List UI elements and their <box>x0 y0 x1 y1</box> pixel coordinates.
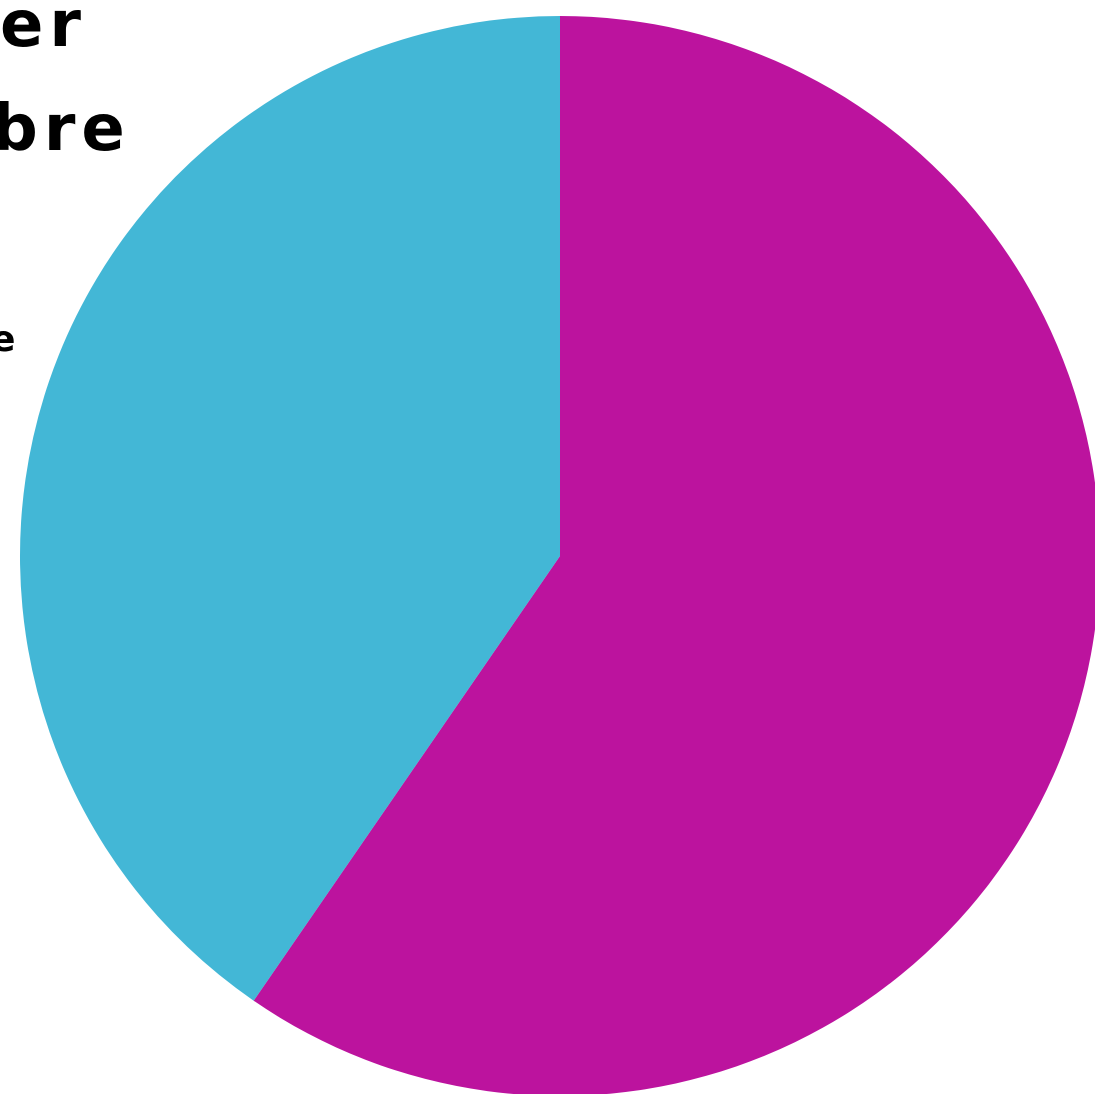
pie-slice-1 <box>253 16 1095 1094</box>
title-fragment-2: bre <box>0 92 131 166</box>
pie-slice-2 <box>19 16 560 1001</box>
title-fragment-3: e <box>0 319 16 360</box>
pie-slices <box>19 16 1095 1094</box>
title-fragment-1: er <box>0 0 87 62</box>
